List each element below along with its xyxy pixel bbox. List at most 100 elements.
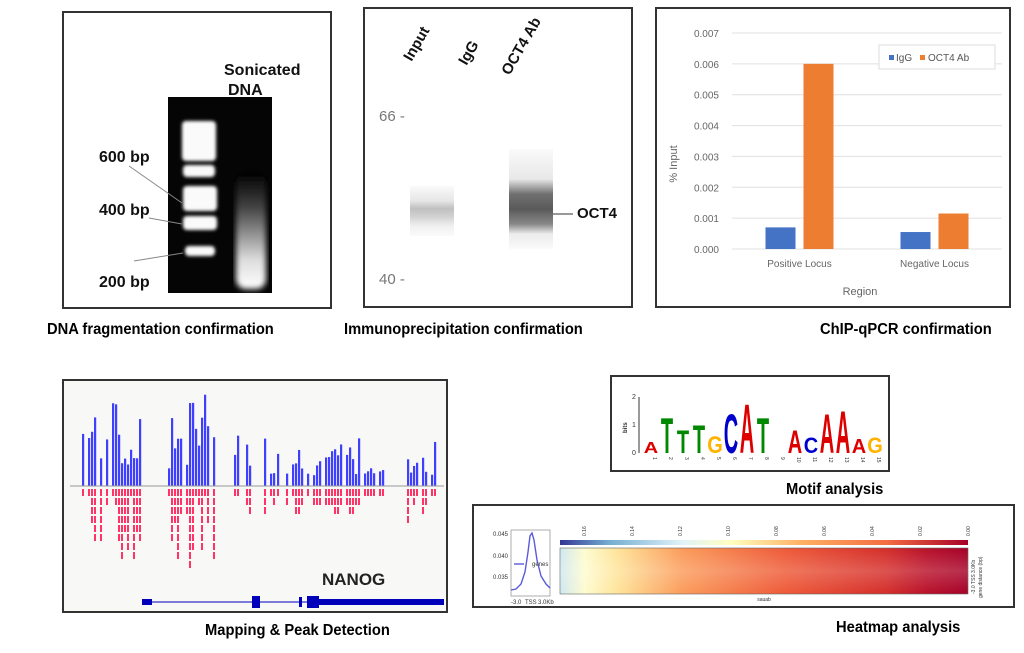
forward-read-bar xyxy=(307,473,310,486)
reverse-read xyxy=(295,489,297,496)
reverse-read xyxy=(127,525,129,532)
reverse-read xyxy=(186,507,188,514)
motif-position-label: 6 xyxy=(731,457,737,460)
reverse-read xyxy=(198,489,200,496)
reverse-read xyxy=(422,498,424,505)
agarose-gel xyxy=(128,97,272,293)
forward-read-bar xyxy=(133,458,136,486)
motif-position-label: 3 xyxy=(683,457,689,460)
reverse-read xyxy=(121,525,123,532)
forward-read-bar xyxy=(270,473,273,486)
reverse-read xyxy=(186,489,188,496)
reverse-read xyxy=(316,489,318,496)
reverse-read xyxy=(352,498,354,505)
ladder-bands xyxy=(182,121,217,256)
reverse-read xyxy=(295,507,297,514)
reverse-read xyxy=(118,516,120,523)
reverse-read xyxy=(249,498,251,505)
colorbar xyxy=(560,540,968,545)
forward-read-bar xyxy=(425,471,428,486)
colorbar-tick-label: 0.00 xyxy=(966,526,972,536)
forward-read-bar xyxy=(337,455,340,486)
colorbar-tick-label: 0.04 xyxy=(870,526,876,536)
motif-y-label: bits xyxy=(623,422,629,433)
motif-letter-t: T xyxy=(661,410,673,465)
colorbar-tick-label: 0.14 xyxy=(630,526,636,536)
motif-position-label: 2 xyxy=(667,457,673,460)
reverse-read xyxy=(127,543,129,550)
colorbar-tick-label: 0.12 xyxy=(678,526,684,536)
reverse-read xyxy=(298,489,300,496)
reverse-read xyxy=(325,498,327,505)
motif-position-label: 13 xyxy=(843,457,849,463)
reverse-read xyxy=(334,489,336,496)
reverse-read xyxy=(88,489,90,496)
reverse-read xyxy=(124,507,126,514)
reverse-read xyxy=(180,507,182,514)
forward-read-bar xyxy=(328,457,331,486)
reverse-read xyxy=(352,507,354,514)
x-tick-label: Positive Locus xyxy=(767,259,831,270)
forward-read-bar xyxy=(382,470,385,486)
reverse-read xyxy=(177,507,179,514)
forward-read-bar xyxy=(136,458,139,486)
colorbar-tick-label: 0.06 xyxy=(822,526,828,536)
reverse-read xyxy=(273,498,275,505)
reverse-read xyxy=(189,561,191,568)
forward-read-bar xyxy=(91,431,94,486)
reverse-read xyxy=(127,507,129,514)
heatmap-right-axis-label: gene distance (bp) xyxy=(978,556,984,598)
y-tick-label: 0.004 xyxy=(694,122,719,133)
reverse-read xyxy=(91,516,93,523)
reverse-read xyxy=(331,489,333,496)
forward-read-bar xyxy=(264,438,267,486)
reverse-read xyxy=(349,489,351,496)
reverse-read xyxy=(177,552,179,559)
reverse-read xyxy=(192,525,194,532)
reverse-read xyxy=(292,489,294,496)
motif-letter-a: A xyxy=(788,424,802,460)
reverse-read xyxy=(118,534,120,541)
reverse-read xyxy=(213,534,215,541)
reverse-read xyxy=(364,489,366,496)
reverse-read xyxy=(189,516,191,523)
reverse-read xyxy=(130,489,132,496)
reverse-read xyxy=(106,489,108,496)
heatmap-figure: 0.045 0.040 0.035 genes -3.0 TSS 3.0Kb 0… xyxy=(493,526,984,606)
reverse-read xyxy=(379,489,381,496)
reverse-read xyxy=(139,525,141,532)
motif-letter-t: T xyxy=(677,424,689,460)
reverse-read xyxy=(410,489,412,496)
caption-immunoprecipitation: Immunoprecipitation confirmation xyxy=(344,321,583,338)
reverse-read xyxy=(171,525,173,532)
motif-letter-t: T xyxy=(693,416,705,462)
reverse-read xyxy=(422,507,424,514)
reverse-read xyxy=(307,489,309,496)
reverse-read xyxy=(189,543,191,550)
reverse-read xyxy=(201,498,203,505)
reverse-read xyxy=(100,516,102,523)
motif-position-label: 12 xyxy=(827,457,833,463)
dna-fragmentation-panel: Sonicated DNA 600 bp 400 bp 200 bp xyxy=(62,11,332,309)
reverse-read xyxy=(407,498,409,505)
reverse-read xyxy=(139,498,141,505)
motif-letter-a: A xyxy=(836,401,850,467)
reverse-read xyxy=(298,498,300,505)
reverse-read xyxy=(118,507,120,514)
motif-letter-c: C xyxy=(804,434,818,458)
reverse-read xyxy=(136,507,138,514)
reverse-read xyxy=(346,498,348,505)
motif-y-tick-0: 0 xyxy=(632,450,636,457)
reverse-read xyxy=(91,498,93,505)
forward-read-bar xyxy=(358,438,361,486)
forward-read-bar xyxy=(234,454,237,486)
forward-read-bar xyxy=(237,435,240,486)
forward-read-bar xyxy=(189,403,192,486)
reverse-read xyxy=(246,489,248,496)
reverse-read xyxy=(207,516,209,523)
motif-letter-t: T xyxy=(757,410,769,465)
forward-read-bar xyxy=(130,449,133,486)
reverse-read xyxy=(201,525,203,532)
